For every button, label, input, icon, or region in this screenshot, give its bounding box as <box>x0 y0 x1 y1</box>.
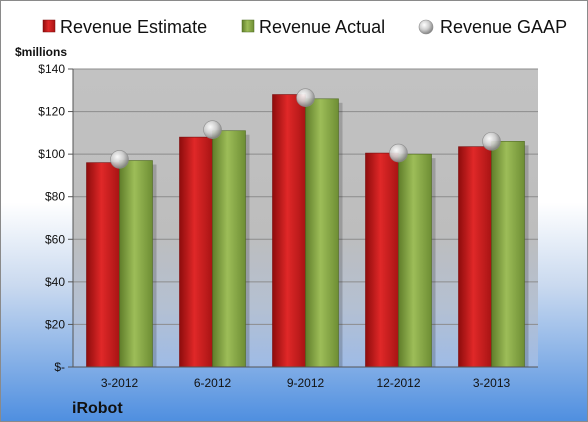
bar-revenue-estimate <box>272 94 306 368</box>
legend-label-estimate: Revenue Estimate <box>60 17 207 37</box>
bars <box>86 94 529 368</box>
legend-label-actual: Revenue Actual <box>259 17 385 37</box>
bar-revenue-actual <box>491 141 525 368</box>
marker-revenue-gaap <box>296 88 315 108</box>
x-axis: 3-2012 6-2012 9-2012 12-2012 3-2013 <box>73 366 538 390</box>
bar-revenue-actual <box>398 153 432 368</box>
company-label: iRobot <box>72 400 123 417</box>
x-tick-label: 3-2012 <box>101 376 139 390</box>
x-tick-label: 9-2012 <box>287 376 325 390</box>
marker-revenue-gaap <box>389 143 408 163</box>
y-tick-label: $100 <box>38 147 65 161</box>
x-tick-label: 6-2012 <box>194 376 232 390</box>
legend-marker-gaap <box>418 19 434 35</box>
y-tick-label: $20 <box>45 317 65 331</box>
legend-label-gaap: Revenue GAAP <box>440 17 567 37</box>
bar-revenue-estimate <box>365 152 399 368</box>
y-tick-label: $120 <box>38 105 65 119</box>
marker-revenue-gaap <box>482 132 501 151</box>
x-tick-label: 12-2012 <box>376 376 420 390</box>
x-tick-label: 3-2013 <box>473 376 511 390</box>
y-tick-label: $60 <box>45 232 65 246</box>
gaap-markers <box>110 88 501 169</box>
legend-swatch-actual <box>241 19 255 33</box>
legend: Revenue Estimate Revenue Actual Revenue … <box>42 17 567 37</box>
bar-revenue-actual <box>212 130 246 368</box>
bar-revenue-estimate <box>86 162 120 368</box>
marker-revenue-gaap <box>110 150 129 169</box>
y-tick-label: $40 <box>45 275 65 289</box>
bar-revenue-actual <box>119 160 153 368</box>
marker-revenue-gaap <box>203 120 222 139</box>
unit-label: $millions <box>15 45 67 59</box>
y-tick-label: $80 <box>45 190 65 204</box>
bar-revenue-estimate <box>179 136 213 368</box>
y-tick-label: $- <box>54 360 65 374</box>
bar-revenue-estimate <box>458 146 492 368</box>
y-axis: $- $20 $40 $60 $80 $100 $120 $140 <box>38 62 74 374</box>
y-tick-label: $140 <box>38 62 65 76</box>
bar-revenue-actual <box>305 98 339 368</box>
legend-swatch-estimate <box>42 19 56 33</box>
